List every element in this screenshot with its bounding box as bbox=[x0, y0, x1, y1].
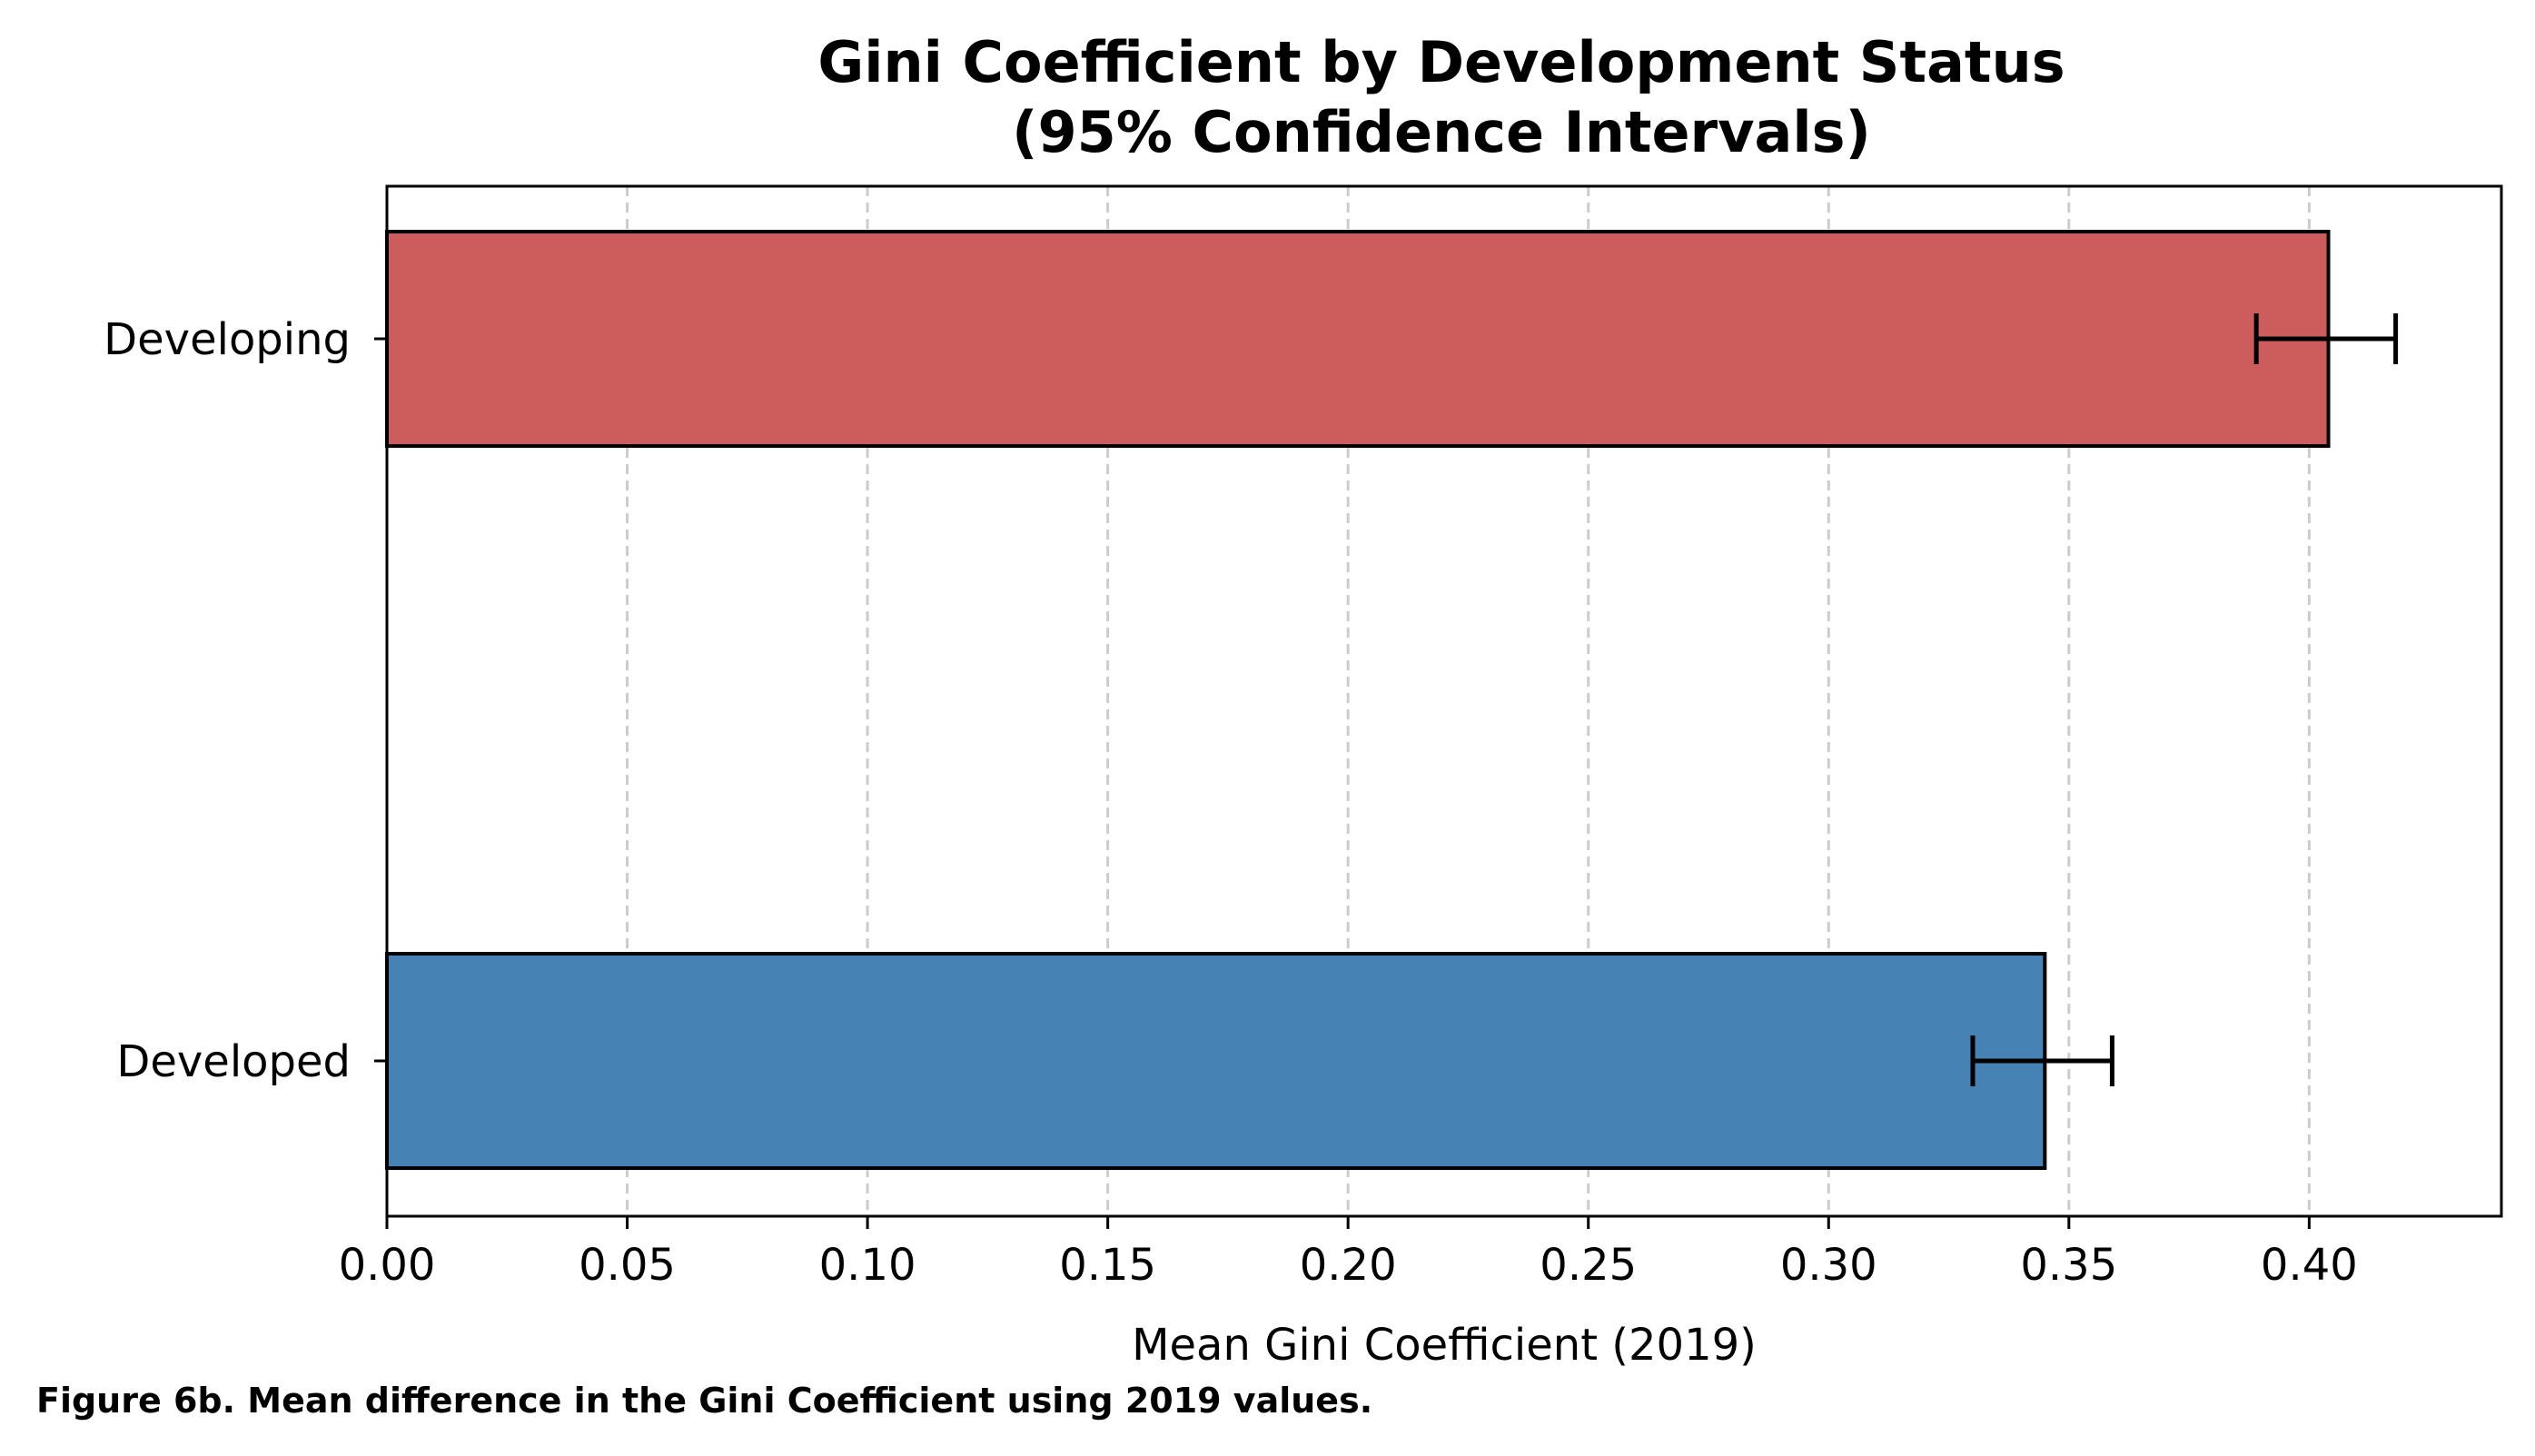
x-axis-label: Mean Gini Coefficient (2019) bbox=[1132, 1320, 1757, 1371]
chart-title: Gini Coefficient by Development Status bbox=[817, 29, 2065, 95]
x-tick-label: 0.40 bbox=[2261, 1240, 2358, 1291]
x-tick-label: 0.05 bbox=[579, 1240, 676, 1291]
bar-developed bbox=[385, 952, 2047, 1170]
x-tick-label: 0.25 bbox=[1540, 1240, 1637, 1291]
figure-caption: Figure 6b. Mean difference in the Gini C… bbox=[36, 1381, 1372, 1421]
chart-subtitle: (95% Confidence Intervals) bbox=[1012, 99, 1871, 165]
x-tick-label: 0.20 bbox=[1300, 1240, 1397, 1291]
x-tick-label: 0.15 bbox=[1059, 1240, 1156, 1291]
y-ticks: Developing Developed bbox=[104, 314, 387, 1087]
bar-developing bbox=[385, 230, 2331, 448]
x-tick-label: 0.00 bbox=[339, 1240, 436, 1291]
plot-frame bbox=[385, 184, 2503, 1218]
y-tick-label: Developing bbox=[104, 314, 351, 365]
y-tick-label: Developed bbox=[116, 1036, 351, 1087]
x-tick-label: 0.10 bbox=[819, 1240, 916, 1291]
x-ticks: 0.00 0.05 0.10 0.15 0.20 0.25 0.30 0.35 0.40 bbox=[339, 1216, 2358, 1291]
bars bbox=[385, 230, 2331, 1170]
x-tick-label: 0.35 bbox=[2020, 1240, 2117, 1291]
x-tick-label: 0.30 bbox=[1780, 1240, 1877, 1291]
error-bars bbox=[1970, 313, 2399, 1086]
